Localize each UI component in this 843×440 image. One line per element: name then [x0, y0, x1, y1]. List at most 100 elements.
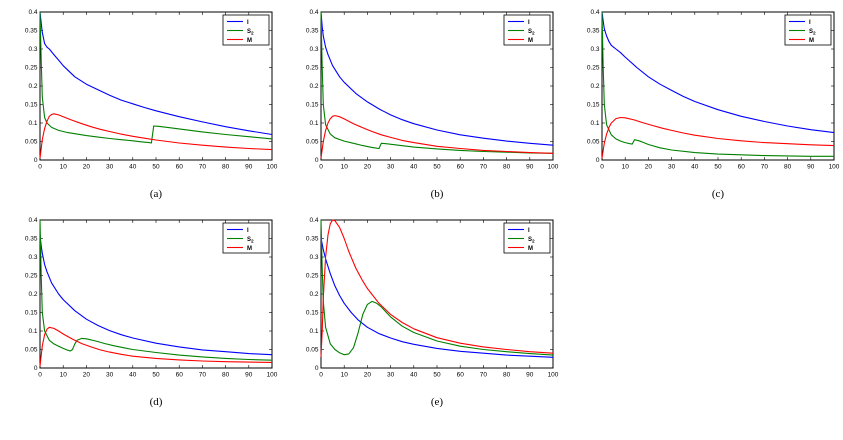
subplot-a-caption: (a) [149, 188, 163, 200]
legend: I S2M [222, 222, 270, 254]
legend-label: M [247, 38, 252, 44]
subplot-c: 0 10 20 30 40 50 60 70 80 90 100 0 0.05 0.1 0.15 0.2 0.2… [562, 6, 843, 200]
subplot-b: 0 10 20 30 40 50 60 70 80 90 100 0 0.05 0.1 0.15 0.2 0.2… [281, 6, 562, 200]
x-tick-label: 100 [548, 372, 559, 379]
legend-label: M [247, 246, 252, 252]
x-tick-label: 50 [433, 372, 441, 379]
series-line-M [39, 326, 273, 367]
series-line-M [601, 116, 835, 159]
x-tick-label: 80 [222, 164, 230, 171]
subplot-e-caption: (e) [430, 396, 444, 408]
subplot-c-caption: (c) [711, 188, 725, 200]
subplot-d: 0 10 20 30 40 50 60 70 80 90 100 0 0.05 0.1 0.15 0.2 0.2… [0, 214, 281, 408]
y-tick-label: 0 [315, 365, 319, 372]
x-tick-label: 100 [548, 164, 559, 171]
series-line-S_2 [39, 11, 273, 144]
x-tick-label: 40 [410, 372, 418, 379]
y-tick-label: 0.4 [309, 9, 318, 16]
y-tick-label: 0.15 [306, 310, 319, 317]
legend-label: I [247, 228, 249, 234]
x-tick-label: 90 [526, 164, 534, 171]
y-tick-label: 0.25 [306, 273, 319, 280]
x-tick-label: 50 [152, 372, 160, 379]
x-tick-label: 60 [457, 372, 465, 379]
subplot-d-caption: (d) [149, 396, 163, 408]
x-tick-label: 70 [480, 372, 488, 379]
x-tick-label: 10 [60, 372, 68, 379]
y-tick-label: 0 [596, 157, 600, 164]
legend-label: S2 [528, 29, 535, 37]
x-tick-label: 10 [341, 164, 349, 171]
x-tick-label: 80 [784, 164, 792, 171]
x-tick-label: 90 [245, 372, 253, 379]
x-tick-label: 70 [761, 164, 769, 171]
x-tick-label: 0 [319, 372, 323, 379]
x-tick-label: 80 [503, 372, 511, 379]
legend-label: I [528, 228, 530, 234]
legend: I S2M [784, 14, 832, 46]
legend: I S2M [503, 222, 551, 254]
x-tick-label: 20 [364, 164, 372, 171]
y-tick-label: 0.05 [587, 139, 600, 146]
legend-label: S2 [247, 237, 254, 245]
y-tick-label: 0.35 [587, 28, 600, 35]
subplot-b-caption: (b) [430, 188, 444, 200]
x-tick-label: 50 [714, 164, 722, 171]
x-tick-label: 90 [526, 372, 534, 379]
y-tick-label: 0.1 [309, 120, 318, 127]
x-tick-label: 60 [738, 164, 746, 171]
series-line-I [320, 238, 554, 358]
y-tick-label: 0.2 [28, 83, 37, 90]
y-tick-label: 0.2 [590, 83, 599, 90]
y-tick-label: 0.35 [306, 28, 319, 35]
y-tick-label: 0.3 [309, 46, 318, 53]
y-tick-label: 0 [34, 157, 38, 164]
y-tick-label: 0.35 [306, 236, 319, 243]
series-line-I [320, 11, 554, 146]
x-tick-label: 20 [645, 164, 653, 171]
y-tick-label: 0.25 [25, 65, 38, 72]
x-tick-label: 40 [410, 164, 418, 171]
x-tick-label: 30 [106, 372, 114, 379]
x-tick-label: 60 [457, 164, 465, 171]
y-tick-label: 0.05 [306, 139, 319, 146]
legend-label: S2 [247, 29, 254, 37]
x-tick-label: 50 [152, 164, 160, 171]
subplot-e: 0 10 20 30 40 50 60 70 80 90 100 0 0.05 0.1 0.15 0.2 0.2… [281, 214, 562, 408]
y-tick-label: 0.2 [309, 83, 318, 90]
x-tick-label: 90 [245, 164, 253, 171]
subplot-a-canvas: 0 10 20 30 40 50 60 70 80 90 100 0 0.05 0.1 0.15 0.2 0.2… [25, 9, 278, 171]
series-line-S_2 [601, 11, 834, 157]
x-tick-label: 70 [480, 164, 488, 171]
series-line-S_2 [39, 219, 273, 361]
x-tick-label: 30 [106, 164, 114, 171]
y-tick-label: 0.05 [25, 347, 38, 354]
series-line-I [601, 11, 835, 134]
y-tick-label: 0.15 [587, 102, 600, 109]
x-tick-label: 100 [267, 164, 278, 171]
figure-row-bottom: 0 10 20 30 40 50 60 70 80 90 100 0 0.05 0.1 0.15 0.2 0.2… [0, 214, 843, 408]
x-tick-label: 90 [807, 164, 815, 171]
y-tick-label: 0.15 [25, 310, 38, 317]
y-tick-label: 0.1 [309, 328, 318, 335]
y-tick-label: 0.3 [28, 254, 37, 261]
y-tick-label: 0 [315, 157, 319, 164]
x-tick-label: 60 [176, 164, 184, 171]
y-tick-label: 0.3 [28, 46, 37, 53]
x-tick-label: 30 [387, 372, 395, 379]
series-line-I [39, 11, 273, 136]
y-tick-label: 0.3 [590, 46, 599, 53]
x-tick-label: 40 [129, 164, 137, 171]
series-line-M [39, 113, 273, 159]
y-tick-label: 0.1 [28, 120, 37, 127]
subplot-b-canvas: 0 10 20 30 40 50 60 70 80 90 100 0 0.05 0.1 0.15 0.2 0.2… [306, 9, 559, 171]
y-tick-label: 0.2 [28, 291, 37, 298]
y-tick-label: 0.4 [590, 9, 599, 16]
y-tick-label: 0.2 [309, 291, 318, 298]
subplot-c-canvas: 0 10 20 30 40 50 60 70 80 90 100 0 0.05 0.1 0.15 0.2 0.2… [587, 9, 840, 171]
y-tick-label: 0.25 [306, 65, 319, 72]
series-line-I [39, 234, 273, 356]
y-tick-label: 0.4 [28, 217, 37, 224]
legend-label: I [247, 20, 249, 26]
x-tick-label: 80 [222, 372, 230, 379]
